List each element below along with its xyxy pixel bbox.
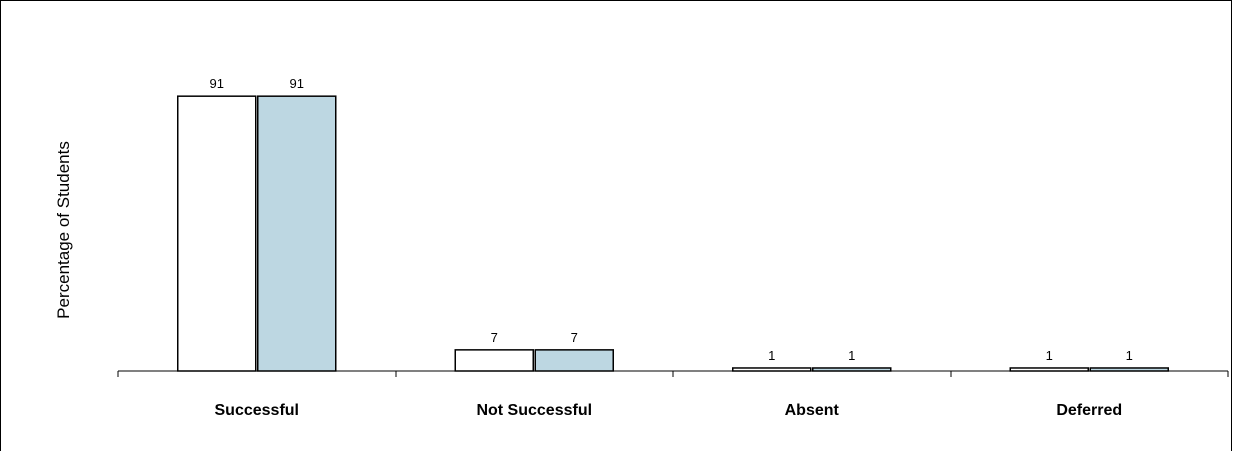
- x-tick-label: Successful: [215, 402, 299, 419]
- data-label: 7: [491, 330, 498, 345]
- bar: [534, 349, 614, 372]
- data-label: 91: [290, 76, 304, 91]
- data-label: 1: [848, 348, 855, 363]
- bar: [1089, 367, 1169, 372]
- data-label: 1: [1046, 348, 1053, 363]
- bar: [1009, 367, 1089, 372]
- data-label: 7: [571, 330, 578, 345]
- bar: [177, 95, 257, 372]
- bar: [454, 349, 534, 372]
- bar: [257, 95, 337, 372]
- data-label: 1: [768, 348, 775, 363]
- x-tick-label: Deferred: [1056, 402, 1122, 419]
- bar: [732, 367, 812, 372]
- data-label: 91: [210, 76, 224, 91]
- x-tick-label: Absent: [785, 402, 840, 419]
- bar: [812, 367, 892, 372]
- data-label: 1: [1126, 348, 1133, 363]
- x-tick-label: Not Successful: [476, 402, 592, 419]
